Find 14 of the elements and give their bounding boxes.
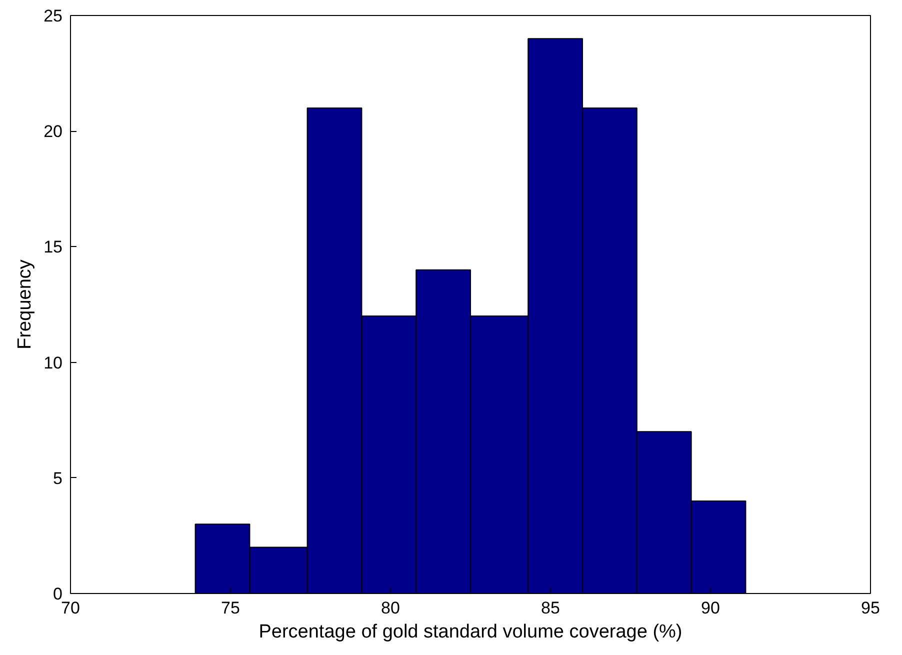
x-tick-label: 75 bbox=[221, 598, 240, 618]
y-tick-label: 0 bbox=[53, 584, 63, 604]
y-tick-label: 5 bbox=[53, 468, 63, 488]
x-tick-label: 85 bbox=[541, 598, 560, 618]
y-tick-label: 10 bbox=[44, 353, 63, 372]
y-axis-title: Frequency bbox=[14, 259, 36, 350]
x-tick-label: 95 bbox=[861, 598, 880, 618]
x-tick-label: 70 bbox=[61, 598, 80, 618]
x-tick-label: 90 bbox=[701, 598, 720, 618]
y-tick-label: 25 bbox=[44, 6, 63, 26]
y-tick-label: 15 bbox=[44, 238, 63, 257]
y-tick-label: 20 bbox=[44, 122, 63, 142]
x-tick-label: 80 bbox=[381, 598, 400, 618]
x-axis-title: Percentage of gold standard volume coverage (%) bbox=[258, 622, 682, 642]
